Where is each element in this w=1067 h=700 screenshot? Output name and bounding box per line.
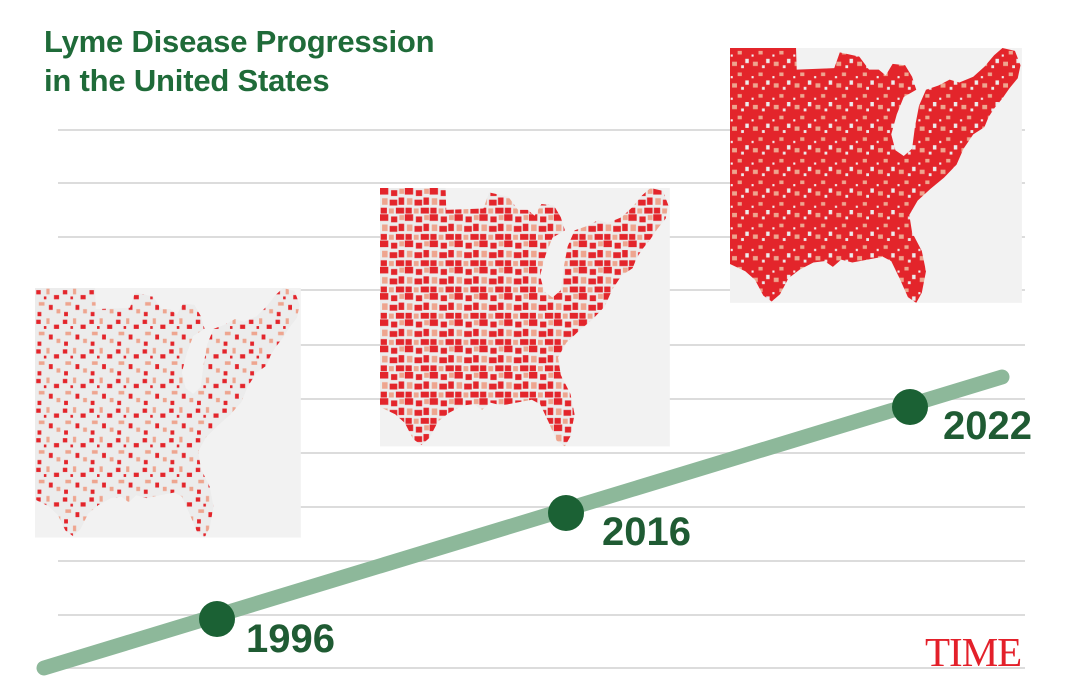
timeline-marker-2022 bbox=[892, 389, 928, 425]
timeline-marker-2016 bbox=[548, 495, 584, 531]
year-label-2016: 2016 bbox=[602, 510, 691, 554]
title-line-2: in the United States bbox=[44, 63, 330, 98]
title-line-1: Lyme Disease Progression bbox=[44, 24, 435, 59]
map-2016 bbox=[380, 188, 670, 447]
map-1996 bbox=[35, 288, 301, 538]
year-label-1996: 1996 bbox=[246, 617, 335, 661]
map-2022 bbox=[730, 48, 1022, 303]
page-title: Lyme Disease Progression in the United S… bbox=[44, 22, 435, 100]
time-logo: TIME bbox=[925, 629, 1022, 675]
timeline-marker-1996 bbox=[199, 601, 235, 637]
year-label-2022: 2022 bbox=[943, 404, 1032, 448]
